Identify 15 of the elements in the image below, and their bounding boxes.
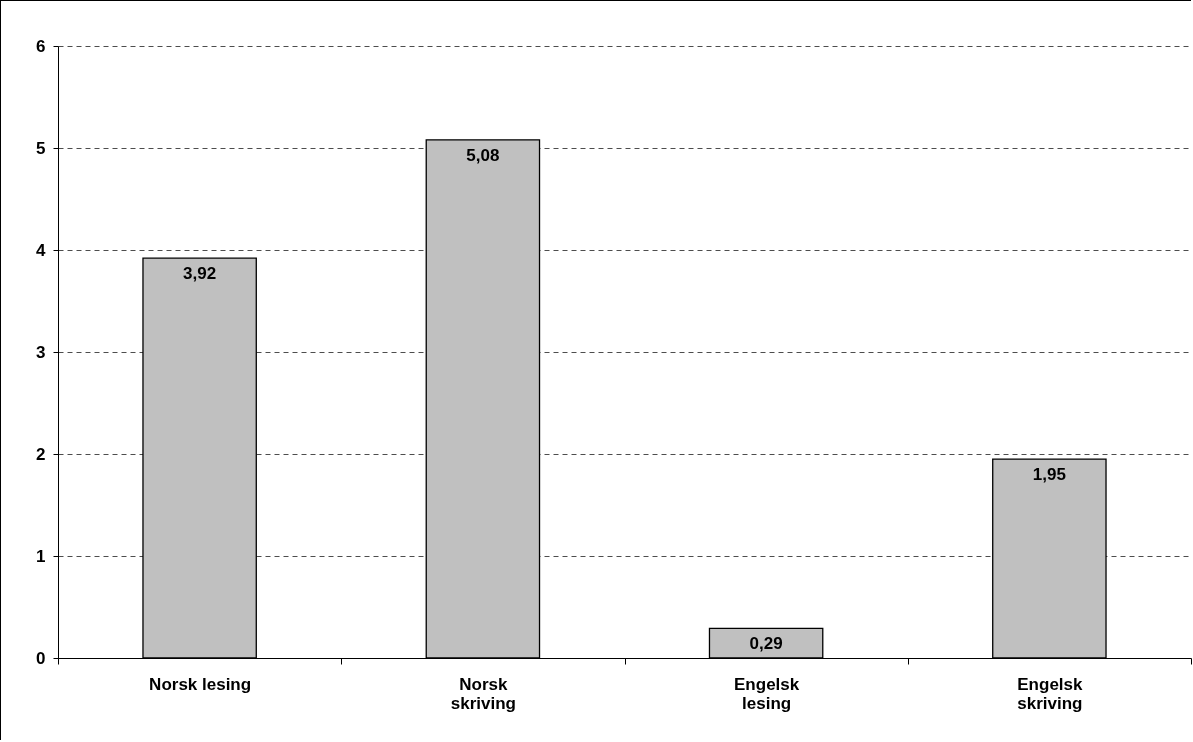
y-tick-label: 4	[36, 240, 47, 260]
x-tick-label: Engelsk lesing	[734, 674, 800, 713]
y-tick-label: 5	[36, 138, 46, 158]
y-tick-label: 2	[36, 444, 46, 464]
y-tick-label: 6	[36, 36, 46, 56]
y-tick-label: 1	[36, 546, 46, 566]
y-tick-label: 3	[36, 342, 46, 362]
x-tick-label: Engelsk skriving	[1017, 674, 1084, 713]
y-tick-label: 0	[36, 648, 46, 668]
data-label: 1,95	[1032, 465, 1066, 485]
data-label: 0,29	[749, 634, 783, 654]
x-tick-label: Norsk lesing	[149, 674, 252, 694]
x-tick-label: Norsk skriving	[450, 674, 516, 713]
data-label: 3,92	[183, 264, 217, 284]
data-label: 5,08	[466, 145, 500, 165]
